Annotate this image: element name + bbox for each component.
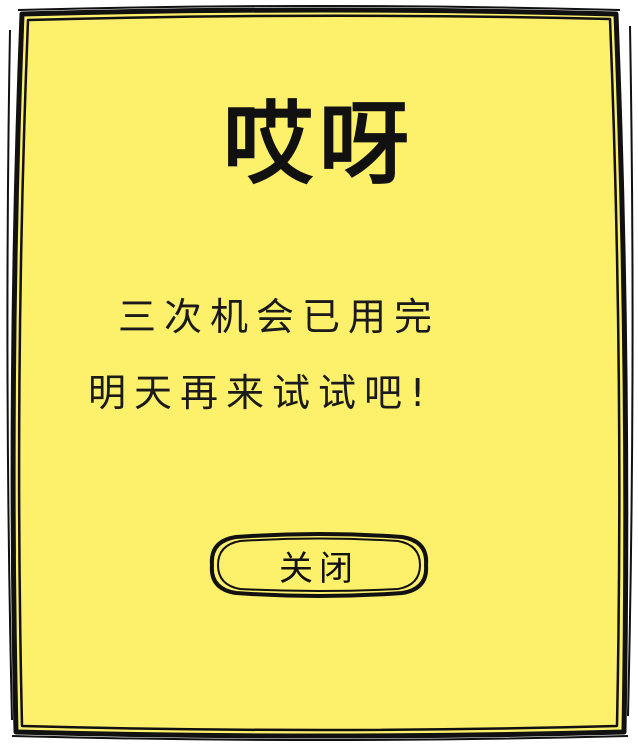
dialog-title: 哎呀 bbox=[223, 92, 415, 197]
close-button[interactable]: 关闭 bbox=[206, 531, 432, 599]
message-line-2: 明天再来试试吧! bbox=[88, 371, 434, 415]
close-button-outline bbox=[209, 532, 429, 598]
close-button-label: 关闭 bbox=[279, 548, 359, 589]
message-line-1: 三次机会已用完 bbox=[118, 295, 441, 339]
